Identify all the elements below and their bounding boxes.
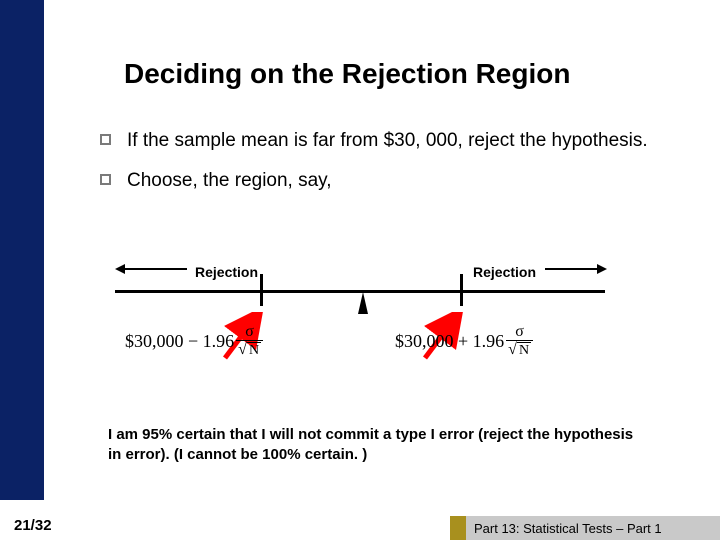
arrow-left-icon xyxy=(125,268,187,270)
radical-icon: √ xyxy=(508,342,517,358)
bullet-text: Choose, the region, say, xyxy=(127,168,332,194)
tick-right xyxy=(460,274,463,306)
formula-value: $30,000 xyxy=(125,331,184,351)
bullet-marker-icon xyxy=(100,134,111,145)
fraction-num: σ xyxy=(243,324,256,340)
bullet-text: If the sample mean is far from $30, 000,… xyxy=(127,128,648,154)
sidebar-accent xyxy=(0,0,44,500)
rejection-label-left: Rejection xyxy=(195,264,258,280)
fraction: σ √ N xyxy=(506,324,533,358)
footer-part-label: Part 13: Statistical Tests – Part 1 xyxy=(466,516,720,540)
radicand: N xyxy=(517,342,531,358)
fraction-num: σ xyxy=(513,324,526,340)
tick-left xyxy=(260,274,263,306)
confidence-statement: I am 95% certain that I will not commit … xyxy=(108,425,648,466)
formula-op: + xyxy=(458,331,468,351)
footer: 21/32 Part 13: Statistical Tests – Part … xyxy=(0,510,720,540)
formula-coeff: 1.96 xyxy=(203,331,235,351)
bullet-list: If the sample mean is far from $30, 000,… xyxy=(100,128,660,207)
formula-right: $30,000 + 1.96 σ √ N xyxy=(395,324,533,358)
center-arrow-icon xyxy=(358,292,368,314)
rejection-diagram: Rejection Rejection $30,000 − 1.96 σ √ xyxy=(115,260,605,400)
bullet-marker-icon xyxy=(100,174,111,185)
formula-value: $30,000 xyxy=(395,331,454,351)
sqrt: √ N xyxy=(238,342,261,358)
formula-coeff: 1.96 xyxy=(473,331,505,351)
radicand: N xyxy=(247,342,261,358)
arrow-right-icon xyxy=(545,268,597,270)
rejection-label-right: Rejection xyxy=(473,264,536,280)
slide-title: Deciding on the Rejection Region xyxy=(124,58,684,90)
footer-band: Part 13: Statistical Tests – Part 1 xyxy=(450,516,720,540)
formula-left: $30,000 − 1.96 σ √ N xyxy=(125,324,263,358)
bullet-item: If the sample mean is far from $30, 000,… xyxy=(100,128,660,154)
footer-accent xyxy=(450,516,466,540)
title-wrap: Deciding on the Rejection Region xyxy=(44,58,684,90)
radical-icon: √ xyxy=(238,342,247,358)
page-number: 21/32 xyxy=(14,517,52,534)
formula-op: − xyxy=(188,331,198,351)
fraction: σ √ N xyxy=(236,324,263,358)
sqrt: √ N xyxy=(508,342,531,358)
bullet-item: Choose, the region, say, xyxy=(100,168,660,194)
